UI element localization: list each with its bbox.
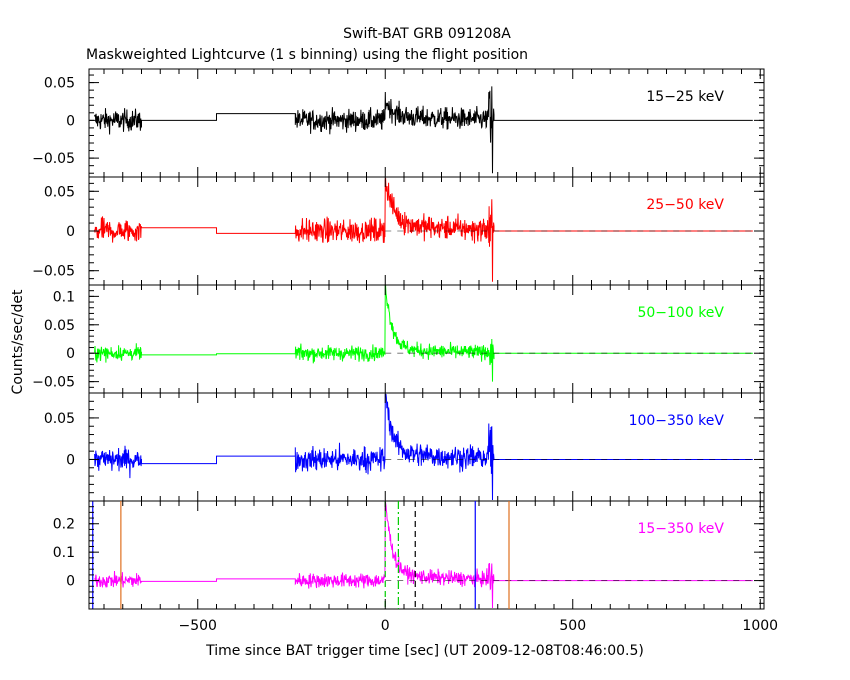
lightcurve-series (94, 285, 753, 382)
y-tick-label: −0.05 (32, 151, 75, 167)
band-label: 15−25 keV (646, 89, 724, 105)
panel-50-100-kev: 0.1 0.05 0 −0.05 50−100 keV (32, 284, 765, 394)
x-axis-label: Time since BAT trigger time [sec] (UT 20… (205, 643, 644, 659)
y-tick-label: −0.05 (32, 264, 75, 280)
panel-frame (88, 500, 765, 610)
y-tick-label: 0.1 (53, 289, 75, 305)
y-tick-label: 0 (66, 574, 75, 590)
lightcurve-series (94, 500, 753, 609)
x-tick-label: −500 (179, 618, 217, 634)
lightcurve-series (94, 177, 753, 282)
y-tick-label: 0 (66, 224, 75, 240)
x-tick-label: 500 (559, 618, 586, 634)
y-tick-label: 0.1 (53, 545, 75, 561)
band-label: 15−350 keV (637, 521, 724, 537)
panel-frame (88, 392, 765, 502)
y-tick-label: 0.05 (44, 411, 75, 427)
panel-15-25-kev: 0.05 0 −0.05 15−25 keV (32, 68, 765, 178)
panel-15-350-kev: 0.2 0.1 0 15−350 keV (53, 500, 765, 610)
chart-subtitle: Maskweighted Lightcurve (1 s binning) us… (86, 47, 528, 63)
x-tick-label: 0 (381, 618, 390, 634)
panel-100-350-kev: 0.05 0 100−350 keV (44, 392, 765, 502)
y-tick-label: 0 (66, 452, 75, 468)
y-axis-label: Counts/sec/det (10, 289, 26, 394)
band-label: 100−350 keV (629, 413, 725, 429)
panel-25-50-kev: 0.05 0 −0.05 25−50 keV (32, 176, 765, 286)
y-tick-label: 0.05 (44, 76, 75, 92)
chart-title: Swift-BAT GRB 091208A (343, 26, 511, 42)
lightcurve-series (94, 393, 753, 501)
y-tick-label: 0.2 (53, 517, 75, 533)
y-tick-label: 0 (66, 113, 75, 129)
panel-frame (88, 284, 765, 394)
y-tick-label: 0.05 (44, 184, 75, 200)
lightcurve-series (94, 86, 753, 174)
y-tick-label: 0.05 (44, 318, 75, 334)
y-tick-label: −0.05 (32, 375, 75, 391)
band-label: 25−50 keV (646, 197, 724, 213)
x-tick-label: 1000 (742, 618, 778, 634)
band-label: 50−100 keV (637, 305, 724, 321)
y-tick-label: 0 (66, 346, 75, 362)
